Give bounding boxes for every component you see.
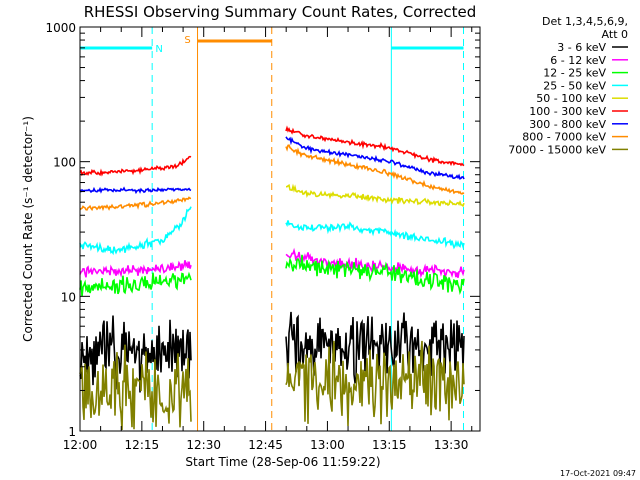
legend-label-6: 300 - 800 keV — [529, 118, 606, 131]
x-tick-label-3: 12:45 — [248, 438, 283, 452]
y-tick-label-1: 10 — [61, 290, 76, 304]
y-tick-label-3: 1000 — [45, 21, 76, 35]
series-line-2-seg-1 — [285, 254, 465, 296]
y-tick-label-0: 1 — [68, 425, 76, 439]
legend-label-5: 100 - 300 keV — [529, 105, 606, 118]
series-line-3-seg-1 — [285, 220, 465, 250]
series-line-1-seg-0 — [79, 260, 192, 278]
interval-label-0: N — [155, 44, 162, 55]
series-line-6-seg-0 — [79, 186, 192, 195]
series-line-5-seg-1 — [285, 125, 465, 167]
series-line-4-seg-0 — [286, 183, 465, 208]
date-stamp: 17-Oct-2021 09:47 — [560, 469, 636, 478]
x-axis-label: Start Time (28-Sep-06 11:59:22) — [185, 455, 380, 469]
legend-label-2: 12 - 25 keV — [543, 67, 606, 80]
series-line-8-seg-1 — [285, 340, 465, 427]
series-line-7-seg-0 — [79, 196, 192, 212]
series-line-7-seg-1 — [285, 144, 465, 195]
x-axis: 12:00 12:15 12:30 12:45 13:00 13:15 13:30 — [63, 27, 473, 452]
chart-title: RHESSI Observing Summary Count Rates, Co… — [84, 3, 477, 21]
series-line-8-seg-0 — [79, 344, 192, 431]
legend-label-0: 3 - 6 keV — [557, 41, 606, 54]
y-axis-label: Corrected Count Rate (s⁻¹ detector⁻¹) — [21, 116, 35, 342]
time-markers — [79, 27, 465, 431]
x-tick-label-0: 12:00 — [63, 438, 98, 452]
legend-label-3: 25 - 50 keV — [543, 79, 606, 92]
series-line-0-seg-1 — [285, 311, 465, 386]
x-tick-label-2: 12:30 — [186, 438, 221, 452]
interval-label-2: S — [184, 35, 190, 46]
x-tick-label-6: 13:30 — [434, 438, 469, 452]
legend-label-1: 6 - 12 keV — [550, 54, 606, 67]
y-axis: 1 10 100 1000 — [45, 21, 480, 439]
series-line-1-seg-1 — [285, 247, 465, 279]
series-group — [79, 125, 465, 431]
y-tick-label-2: 100 — [53, 156, 76, 170]
legend-label-7: 800 - 7000 keV — [522, 131, 606, 144]
series-line-6-seg-1 — [285, 136, 465, 180]
observing-intervals: NS — [80, 35, 464, 55]
legend-label-8: 7000 - 15000 keV — [508, 143, 606, 156]
series-line-3-seg-0 — [79, 206, 192, 256]
series-line-5-seg-0 — [79, 155, 192, 177]
x-tick-label-5: 13:15 — [372, 438, 407, 452]
x-tick-label-4: 13:00 — [310, 438, 345, 452]
plot-frame — [79, 26, 481, 432]
legend-header-1: Att 0 — [602, 28, 628, 41]
legend-label-4: 50 - 100 keV — [536, 92, 606, 105]
series-line-2-seg-0 — [79, 271, 192, 297]
series-line-0-seg-0 — [79, 315, 192, 393]
x-tick-label-1: 12:15 — [125, 438, 160, 452]
legend-header-0: Det 1,3,4,5,6,9, — [542, 15, 628, 28]
